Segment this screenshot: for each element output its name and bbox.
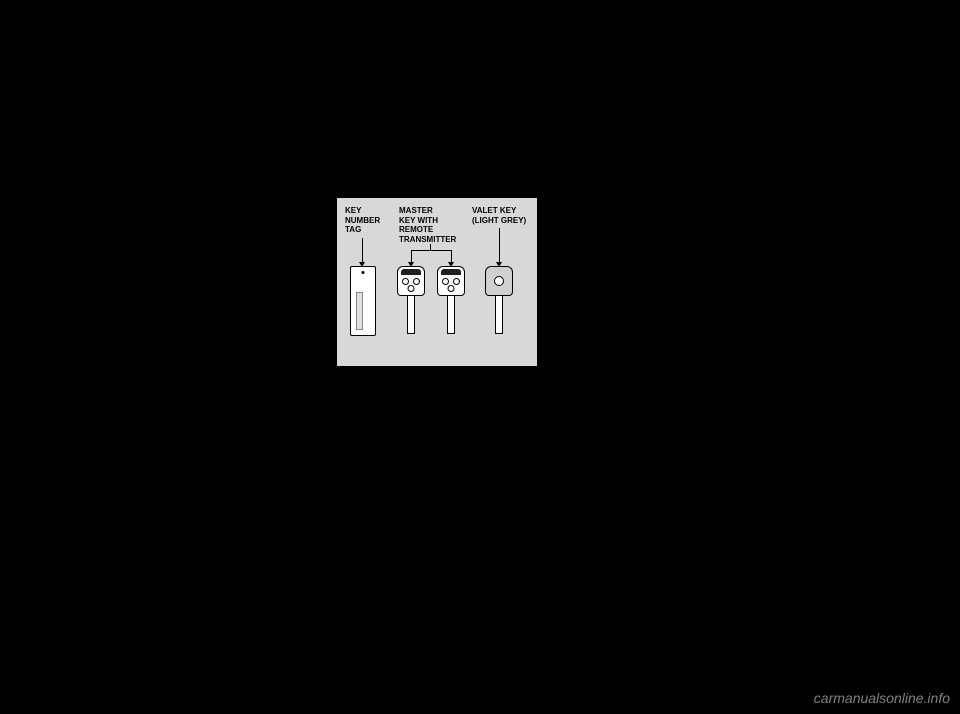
key-blade-icon	[447, 296, 455, 334]
master-key-icon	[437, 266, 465, 334]
valet-key-label: VALET KEY (LIGHT GREY)	[472, 206, 526, 225]
tag-hole-icon	[362, 271, 365, 274]
master-key-label: MASTER KEY WITH REMOTE TRANSMITTER	[399, 206, 456, 244]
label-line: REMOTE	[399, 225, 433, 234]
key-button-icon	[453, 278, 460, 285]
label-line: MASTER	[399, 206, 433, 215]
label-line: TAG	[345, 225, 361, 234]
key-blade-icon	[495, 296, 503, 334]
label-line: VALET KEY	[472, 206, 516, 215]
key-head-icon	[397, 266, 425, 296]
keys-diagram: KEY NUMBER TAG MASTER KEY WITH REMOTE TR…	[337, 198, 537, 366]
key-number-tag-icon	[350, 266, 376, 336]
tag-bar-icon	[356, 292, 363, 330]
key-button-icon	[442, 278, 449, 285]
key-button-icon	[408, 285, 415, 292]
key-button-icon	[402, 278, 409, 285]
label-line: KEY	[345, 206, 361, 215]
key-head-icon	[437, 266, 465, 296]
key-head-top-icon	[401, 269, 421, 275]
pointer-line	[362, 238, 363, 264]
key-button-icon	[448, 285, 455, 292]
master-key-icon	[397, 266, 425, 334]
key-head-top-icon	[441, 269, 461, 275]
pointer-line	[411, 250, 451, 251]
label-line: TRANSMITTER	[399, 235, 456, 244]
label-line: (LIGHT GREY)	[472, 216, 526, 225]
watermark-text: carmanualsonline.info	[814, 690, 950, 706]
key-button-icon	[413, 278, 420, 285]
label-line: NUMBER	[345, 216, 380, 225]
label-line: KEY WITH	[399, 216, 438, 225]
pointer-line	[499, 228, 500, 264]
key-blade-icon	[407, 296, 415, 334]
key-number-tag-label: KEY NUMBER TAG	[345, 206, 380, 235]
valet-logo-icon	[494, 276, 504, 286]
key-head-icon	[485, 266, 513, 296]
valet-key-icon	[485, 266, 513, 334]
